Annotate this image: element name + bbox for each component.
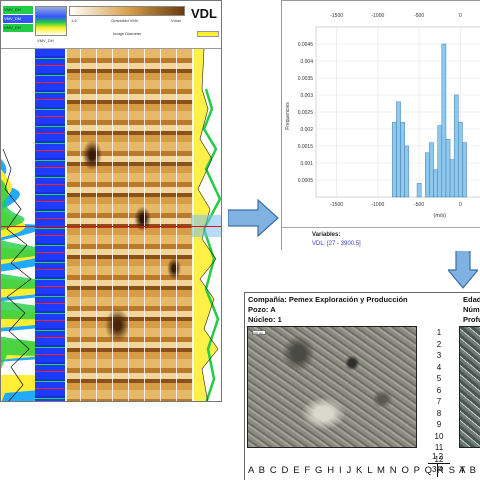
well-label: Pozo: A (248, 305, 276, 314)
histogram-chart[interactable]: 0.0045 0.004 0.0035 0.003 0.0025 0.002 0.0015 0… (282, 1, 480, 227)
x-tick-label: -1000 (371, 202, 384, 208)
log-tracks[interactable] (1, 49, 221, 401)
curve-label: VMV_DH (3, 24, 33, 32)
histogram-bar (425, 152, 430, 198)
histogram-bar (441, 43, 447, 198)
depth-number: 6 (436, 385, 442, 395)
x-tick-label: -1500 (330, 202, 343, 208)
x-tick-label-top: -1000 (371, 13, 384, 19)
header-text: Vmax (171, 18, 182, 23)
curve-label: VMV_DM (3, 15, 33, 23)
curve-color-key (197, 31, 219, 37)
vdl-color-scale (69, 6, 185, 16)
column-letters: A B C D E F G H I J K L M N O P Q R S T (248, 465, 467, 476)
company-label: Compañía: Pemex Exploración y Producción (248, 295, 408, 304)
color-scale (35, 6, 67, 36)
quadrant-top: 1 2 (432, 452, 444, 461)
depth-number: 9 (436, 420, 442, 429)
y-tick-label: 0.002 (300, 127, 313, 133)
y-tick-label: 0.001 (300, 161, 313, 167)
y-tick-label: 0.003 (300, 93, 313, 99)
scale-tag: 100 µm (252, 330, 266, 335)
core-info-right: Edad Núm Profu (463, 295, 480, 325)
depth-number: 11 (434, 443, 444, 452)
y-tick-label: 0.0005 (298, 178, 314, 184)
depth-number: 1 (436, 328, 442, 337)
depth-number: 10 (434, 431, 444, 441)
histogram-bar (433, 169, 438, 198)
depth-number: 12 (434, 454, 444, 464)
histogram-bar (462, 142, 467, 198)
y-tick-label: 0.0025 (298, 110, 314, 116)
header-text: 1.6 (71, 18, 77, 23)
depth-number-list: 1 2 3 4 5 6 7 8 9 10 11 12 (431, 327, 447, 465)
histogram-bar (453, 94, 459, 198)
depth-number: 5 (436, 374, 442, 383)
histogram-bar (396, 101, 401, 198)
arrow-down-icon (448, 250, 478, 289)
age-label: Edad (463, 295, 480, 304)
histogram-window: 0.0045 0.004 0.0035 0.003 0.0025 0.002 0.0015 0… (281, 0, 480, 251)
vdl-title: VDL (191, 6, 217, 21)
depth-number: 4 (436, 362, 442, 372)
x-tick-label-top: 0 (459, 13, 462, 19)
y-axis-label: Frequencies (284, 102, 291, 130)
curve-label-list: VMV_DH VMV_DM VMV_DH (3, 6, 33, 33)
depth-label: Profu (463, 315, 480, 324)
core-info: Compañía: Pemex Exploración y Producción… (248, 295, 408, 325)
number-label: Núm (463, 305, 480, 314)
vdl-image-track (67, 49, 193, 401)
header-text: VMV_DH (37, 38, 54, 43)
histogram-bar (449, 159, 455, 198)
x-tick-label: 0 (459, 202, 462, 208)
core-label: Núcleo: 1 (248, 315, 282, 324)
histogram-bar (400, 121, 405, 198)
well-log-panel: VMV_DH VMV_DM VMV_DH VMV_DH 1.6 Gravedad… (0, 0, 222, 402)
arrow-right-icon (228, 198, 279, 238)
variables-title: Variables: (312, 232, 341, 238)
divider (428, 463, 450, 464)
y-tick-label: 0.0045 (298, 42, 314, 48)
histogram-bar (416, 183, 422, 198)
depth-number: 7 (436, 397, 442, 406)
y-tick-label: 0.0035 (298, 76, 314, 82)
header-text: Image Diameter (113, 31, 142, 36)
curve-label: VMV_DH (3, 6, 33, 14)
x-axis-label: (m/s) (433, 213, 446, 219)
histogram-bar (429, 142, 434, 198)
divider (437, 463, 438, 477)
histogram-bar (437, 125, 443, 198)
x-tick-label: -500 (414, 202, 424, 208)
variables-box: Variables: VDL: [27 - 3900.5] (282, 227, 480, 251)
quadrant-index: 1 2 3 4 (428, 452, 450, 480)
histogram-bar (445, 138, 451, 198)
histogram-bar (392, 121, 397, 198)
column-letters-right: A B C (459, 465, 480, 476)
histogram-bar (458, 121, 463, 198)
depth-number: 3 (436, 351, 442, 360)
amplitude-track (35, 49, 65, 401)
core-photo-sheet: Compañía: Pemex Exploración y Producción… (244, 292, 480, 480)
variables-value[interactable]: VDL: [27 - 3900.5] (312, 241, 361, 247)
log-header: VMV_DH VMV_DM VMV_DH VMV_DH 1.6 Gravedad… (1, 1, 221, 49)
x-tick-label-top: -1500 (330, 13, 343, 19)
quadrant-bottom: 3 4 (432, 465, 444, 474)
depth-number: 8 (436, 408, 442, 418)
x-tick-label-top: -500 (414, 13, 424, 19)
thin-section-photo[interactable]: 100 µm (247, 326, 417, 448)
histogram-bar (404, 145, 410, 198)
y-tick-label: 0.004 (300, 59, 313, 65)
depth-marker-line[interactable] (1, 226, 221, 227)
y-tick-label: 0.0015 (298, 144, 314, 150)
thin-section-photo-2[interactable] (459, 326, 480, 448)
header-text: Gravedad VMV (111, 18, 139, 23)
depth-number: 2 (436, 339, 442, 349)
